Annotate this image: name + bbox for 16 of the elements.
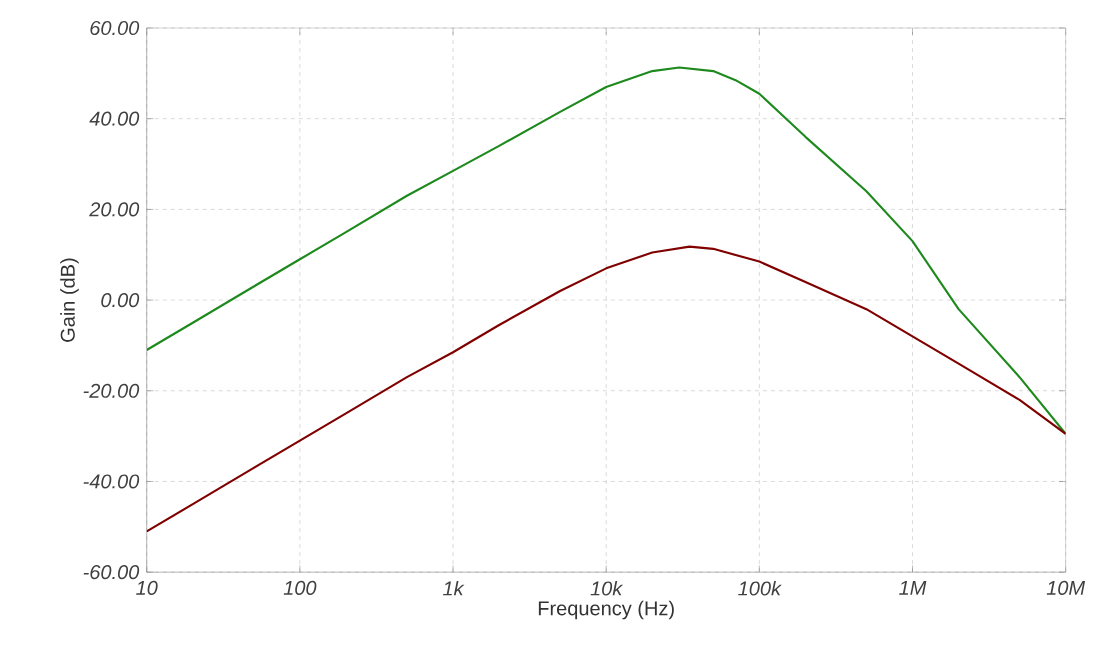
x-tick-label: 100: [283, 580, 317, 595]
x-tick-label: 10: [136, 580, 158, 595]
y-tick-label: 0.00: [101, 292, 140, 308]
y-tick-label: -60.00: [83, 564, 140, 580]
x-axis-title: Frequency (Hz): [538, 600, 674, 620]
y-tick-label: 20.00: [89, 202, 140, 217]
x-tick-label: 10M: [1046, 580, 1086, 595]
y-tick-label: 60.00: [90, 20, 140, 35]
y-tick-label: -40.00: [83, 474, 140, 489]
y-tick-label: -20.00: [83, 383, 140, 398]
x-tick-label: 10k: [590, 580, 624, 596]
y-tick-label: 40.00: [89, 111, 140, 126]
y-axis-title: Gain (dB): [60, 258, 79, 342]
x-tick-label: 1M: [899, 580, 927, 595]
x-tick-label: 100k: [738, 580, 782, 596]
x-tick-label: 1k: [442, 580, 465, 596]
